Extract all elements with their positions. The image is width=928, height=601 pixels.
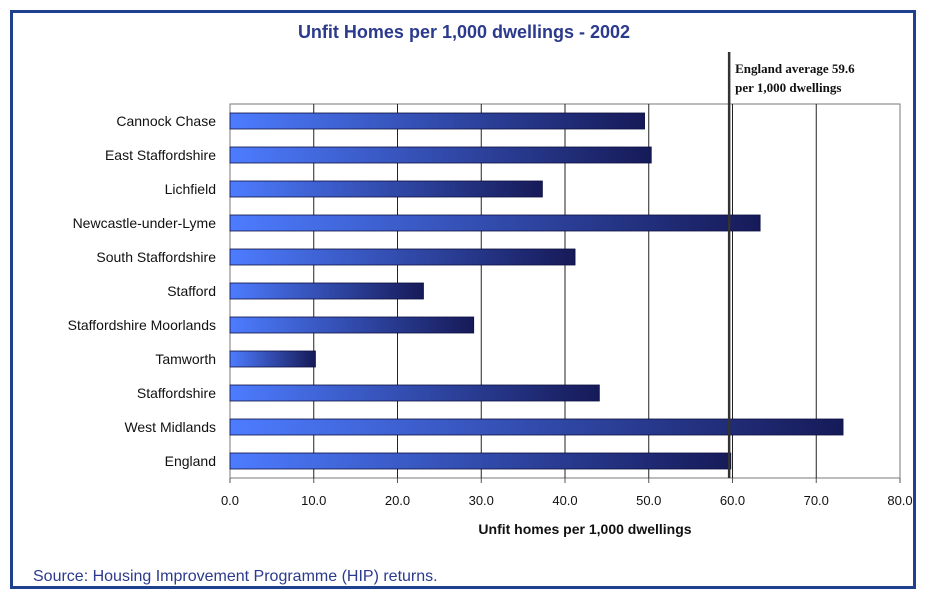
bar [229,248,576,266]
category-label: Cannock Chase [116,113,216,129]
average-label: England average 59.6 [735,61,855,76]
x-tick-label: 60.0 [720,493,745,508]
bar [229,214,761,232]
category-label: Lichfield [165,181,216,197]
x-tick-label: 40.0 [552,493,577,508]
bar [229,350,316,368]
category-label: Tamworth [155,351,216,367]
x-axis-title: Unfit homes per 1,000 dwellings [478,521,691,537]
bar [229,452,732,470]
bar [229,384,600,402]
category-label: Stafford [167,283,216,299]
chart-title: Unfit Homes per 1,000 dwellings - 2002 [297,22,631,42]
category-label: West Midlands [124,419,216,435]
x-tick-label: 30.0 [469,493,494,508]
average-label-line2: per 1,000 dwellings [735,80,841,95]
bar [229,112,645,130]
x-tick-label: 70.0 [804,493,829,508]
x-tick-label: 20.0 [385,493,410,508]
bar [229,146,652,164]
bar [229,282,424,300]
x-tick-label: 50.0 [636,493,661,508]
x-tick-label: 80.0 [887,493,912,508]
x-tick-label: 10.0 [301,493,326,508]
category-label: East Staffordshire [105,147,216,163]
category-label: Staffordshire Moorlands [68,317,216,333]
category-label: Staffordshire [137,385,216,401]
source-note: Source: Housing Improvement Programme (H… [33,568,438,585]
category-label: England [165,453,216,469]
bar [229,316,475,334]
bar [229,418,844,436]
category-label: South Staffordshire [96,249,216,265]
category-label: Newcastle-under-Lyme [73,215,217,231]
bar [229,180,543,198]
x-tick-label: 0.0 [221,493,239,508]
